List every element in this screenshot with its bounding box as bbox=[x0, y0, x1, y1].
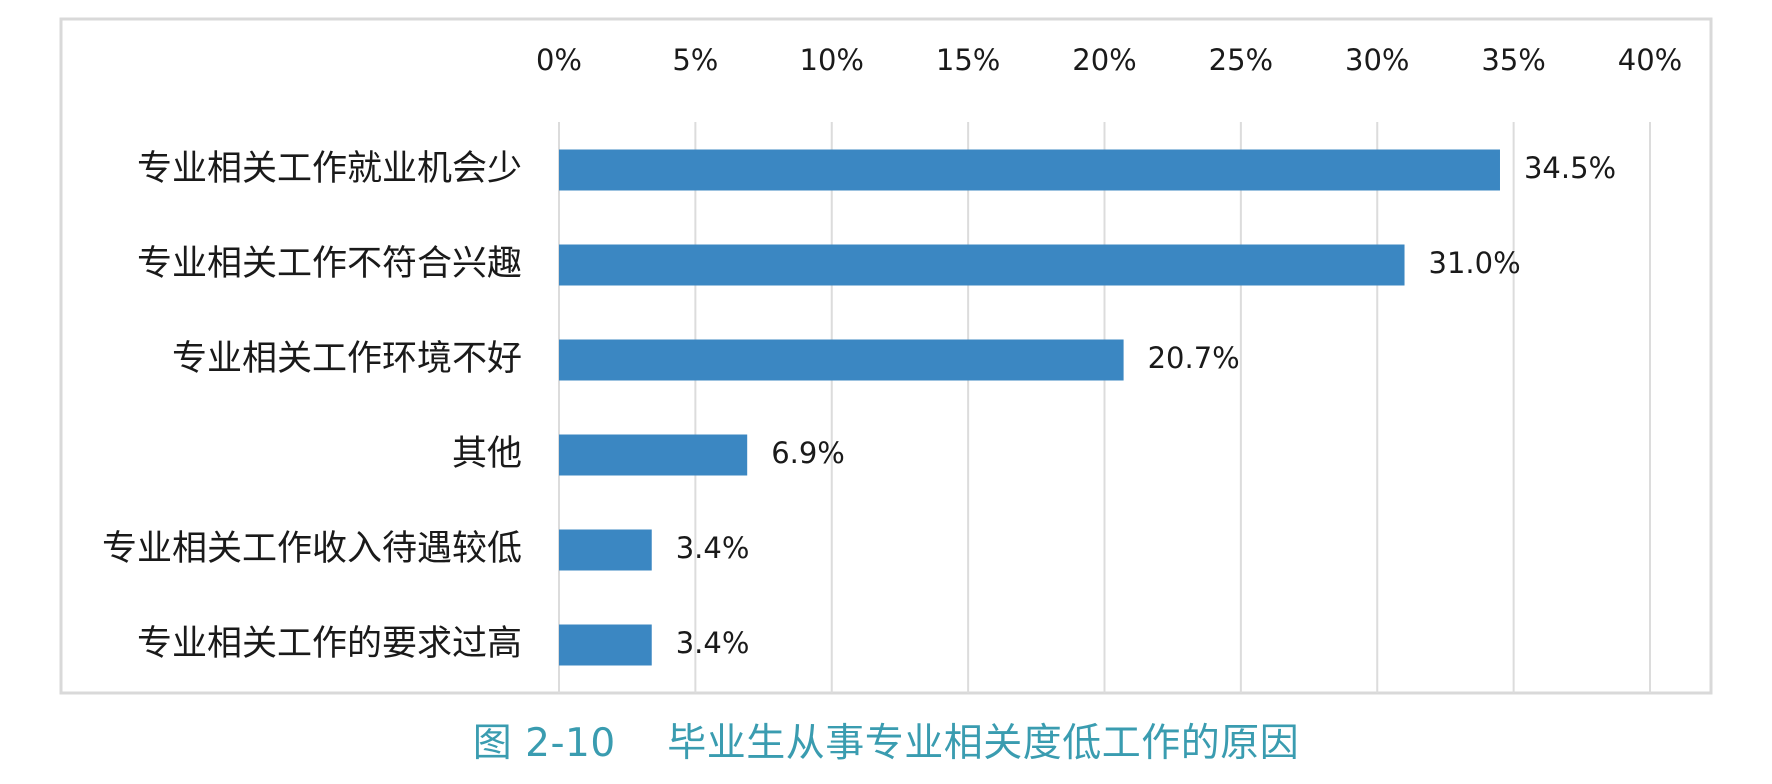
data-label: 3.4% bbox=[676, 626, 750, 660]
bar bbox=[559, 339, 1124, 381]
x-tick-label: 15% bbox=[936, 43, 1000, 77]
data-label: 3.4% bbox=[676, 531, 750, 565]
figure-caption: 图 2-10 毕业生从事专业相关度低工作的原因 bbox=[472, 721, 1300, 766]
bar bbox=[559, 624, 652, 666]
x-tick-label: 30% bbox=[1345, 43, 1409, 77]
data-label: 6.9% bbox=[771, 436, 845, 470]
x-axis-tick-labels: 0% 5% 10% 15% 20% 25% 30% 35% 40% bbox=[536, 43, 1682, 77]
category-label: 其他 bbox=[452, 434, 522, 474]
value-labels: 34.5% 31.0% 20.7% 6.9% 3.4% 3.4% bbox=[676, 151, 1616, 660]
bars bbox=[559, 149, 1500, 666]
bar bbox=[559, 149, 1500, 191]
category-labels: 专业相关工作就业机会少专业相关工作不符合兴趣专业相关工作环境不好其他专业相关工作… bbox=[102, 149, 522, 664]
x-tick-label: 25% bbox=[1209, 43, 1273, 77]
x-tick-label: 5% bbox=[672, 43, 718, 77]
category-label: 专业相关工作不符合兴趣 bbox=[137, 244, 522, 284]
data-label: 34.5% bbox=[1524, 151, 1616, 185]
x-tick-label: 40% bbox=[1618, 43, 1682, 77]
bar bbox=[559, 244, 1405, 286]
data-label: 20.7% bbox=[1148, 341, 1240, 375]
data-label: 31.0% bbox=[1429, 246, 1521, 280]
category-label: 专业相关工作的要求过高 bbox=[137, 624, 522, 664]
bar bbox=[559, 434, 748, 476]
x-tick-label: 0% bbox=[536, 43, 582, 77]
category-label: 专业相关工作收入待遇较低 bbox=[102, 529, 522, 569]
gridlines bbox=[558, 122, 1651, 693]
bar bbox=[559, 529, 652, 571]
category-label: 专业相关工作就业机会少 bbox=[137, 149, 522, 189]
x-tick-label: 35% bbox=[1481, 43, 1545, 77]
category-label: 专业相关工作环境不好 bbox=[172, 339, 522, 379]
x-tick-label: 10% bbox=[800, 43, 864, 77]
x-tick-label: 20% bbox=[1072, 43, 1136, 77]
